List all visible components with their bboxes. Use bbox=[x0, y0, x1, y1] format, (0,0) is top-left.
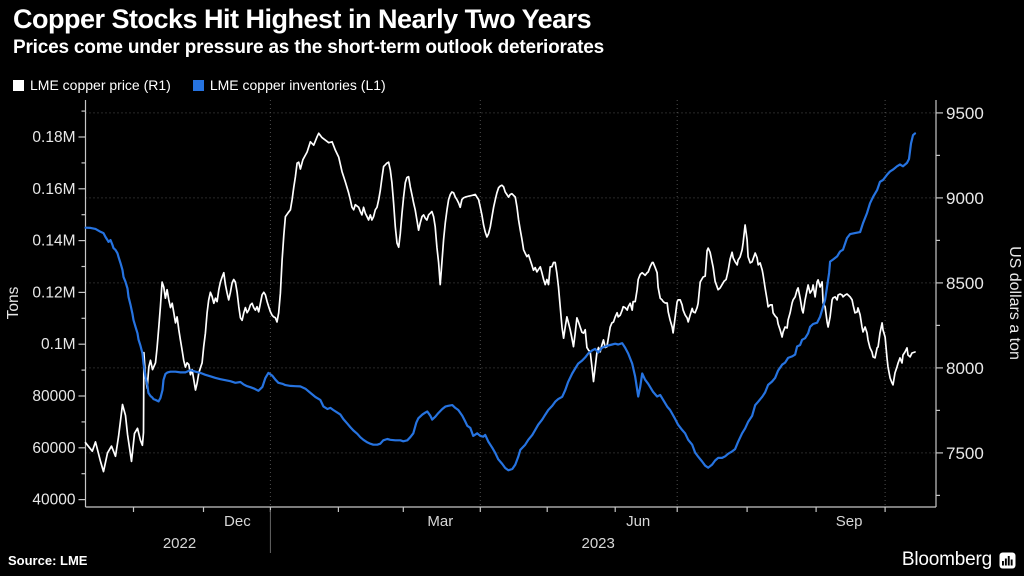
month-label: Jun bbox=[626, 513, 650, 530]
bloomberg-wordmark: Bloomberg bbox=[901, 549, 992, 570]
left-axis-tick-label: 0.14M bbox=[32, 233, 75, 250]
right-axis-tick-label: 8000 bbox=[946, 359, 984, 378]
legend-inventories-label: LME copper inventories (L1) bbox=[209, 77, 386, 93]
left-axis-tick-label: 40000 bbox=[32, 492, 75, 509]
bloomberg-logo-icon bbox=[999, 552, 1016, 568]
inventories-swatch-icon bbox=[192, 79, 204, 91]
right-axis-tick-label: 9500 bbox=[946, 104, 984, 123]
right-axis-tick-label: 7500 bbox=[946, 444, 984, 463]
legend-price-label: LME copper price (R1) bbox=[30, 77, 171, 93]
left-axis-title: Tons bbox=[5, 286, 22, 319]
legend-item-inventories[interactable]: LME copper inventories (L1) bbox=[192, 77, 386, 93]
month-label: Dec bbox=[224, 513, 251, 530]
price-swatch-icon bbox=[13, 79, 24, 91]
page-title: Copper Stocks Hit Highest in Nearly Two … bbox=[13, 4, 592, 34]
left-axis-tick-label: 0.12M bbox=[32, 284, 75, 301]
legend: LME copper price (R1) LME copper invento… bbox=[13, 77, 386, 93]
year-label: 2022 bbox=[163, 535, 196, 552]
right-axis-title: US dollars a ton bbox=[1006, 246, 1023, 360]
year-label: 2023 bbox=[582, 535, 615, 552]
right-axis-tick-label: 8500 bbox=[946, 274, 984, 293]
legend-item-price[interactable]: LME copper price (R1) bbox=[13, 77, 171, 93]
left-axis-tick-label: 60000 bbox=[32, 440, 75, 457]
gridlines bbox=[85, 100, 936, 507]
bloomberg-brand: Bloomberg bbox=[902, 549, 1016, 571]
price-line bbox=[84, 132, 916, 473]
left-axis-tick-label: 0.16M bbox=[32, 181, 75, 198]
inventory-line bbox=[84, 132, 917, 472]
left-axis-tick-label: 0.18M bbox=[32, 129, 75, 146]
month-label: Mar bbox=[427, 513, 453, 530]
page-subtitle: Prices come under pressure as the short-… bbox=[13, 37, 604, 58]
left-axis-tick-label: 80000 bbox=[32, 388, 75, 405]
month-label: Sep bbox=[836, 513, 863, 530]
source-label: Source: LME bbox=[8, 553, 88, 568]
left-axis-tick-label: 0.1M bbox=[41, 336, 75, 353]
axes: 0.18M 0.16M 0.14M 0.12M 0.1M 80000 60000 40000 9… bbox=[32, 100, 984, 512]
right-axis-tick-label: 9000 bbox=[946, 189, 984, 208]
